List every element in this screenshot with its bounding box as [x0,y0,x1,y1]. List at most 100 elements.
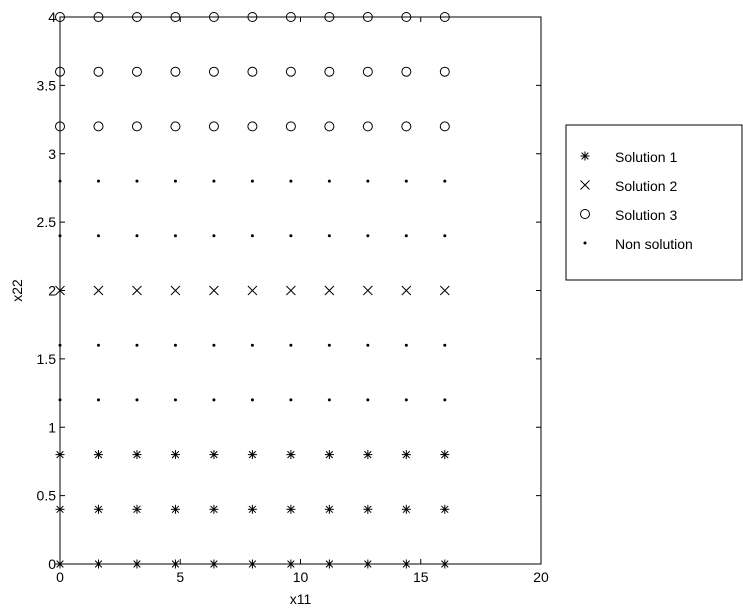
data-point [96,343,100,347]
data-point [93,66,104,77]
data-point [401,559,411,569]
data-point [324,66,335,77]
data-point [289,234,293,238]
data-point [440,504,450,514]
data-point [324,121,335,132]
data-point [96,179,100,183]
data-point [212,398,216,402]
data-point [324,12,335,22]
y-tick-label: 2 [48,283,56,299]
data-point [55,559,65,569]
data-point [55,285,65,296]
data-point [170,559,180,569]
data-point [327,179,331,183]
legend-entry: Solution 2 [615,178,677,194]
data-point [324,285,335,296]
data-point [289,343,293,347]
data-point [404,398,408,402]
data-point [209,559,219,569]
data-point [250,343,254,347]
data-point [170,121,181,132]
data-point [443,343,447,347]
data-point [58,343,62,347]
data-point [170,504,180,514]
y-tick-label: 3 [48,146,56,162]
data-point [401,12,412,22]
data-point [208,12,219,22]
data-point [366,398,370,402]
data-point [93,285,104,296]
data-point [362,121,373,132]
data-point [55,66,65,77]
data-point [135,234,139,238]
data-point [404,179,408,183]
data-point [401,450,411,460]
data-point [93,12,104,22]
data-point [247,504,257,514]
data-point [132,285,142,296]
plot-area [59,16,542,565]
data-point [247,285,258,296]
legend: Solution 1 Solution 2 Solution 3 Non soluti… [565,124,743,281]
data-point [96,234,100,238]
data-point [404,343,408,347]
y-tick-label: 2.5 [37,214,57,230]
x-axis-label: x11 [290,591,312,607]
y-tick-label: 3.5 [37,77,57,93]
data-point [58,179,62,183]
data-point [286,504,296,514]
x-tick-label: 5 [176,569,184,585]
legend-box [565,124,743,281]
data-point [131,66,142,77]
data-point [247,559,257,569]
data-point [55,12,65,22]
data-point [209,450,219,460]
data-point [285,66,296,77]
data-point [170,450,180,460]
data-point [327,234,331,238]
data-point [170,12,181,22]
data-point [443,398,447,402]
data-point [401,285,412,296]
data-point [366,179,370,183]
data-point [362,285,373,296]
legend-marker [580,151,590,161]
x-tick-label: 0 [56,569,64,585]
data-point [439,12,450,22]
data-point [173,234,177,238]
data-point [324,559,334,569]
legend-entry: Solution 3 [615,207,677,223]
data-point [135,179,139,183]
x-axis: 0 5 10 15 20 [56,17,549,585]
legend-entry: Solution 1 [615,149,677,165]
data-point [58,234,62,238]
data-point [173,343,177,347]
legend-entry: Non solution [615,236,693,252]
data-point [440,559,450,569]
data-point [401,504,411,514]
data-point [212,234,216,238]
data-point [366,234,370,238]
data-point [209,285,219,296]
y-tick-label: 4 [48,9,56,25]
data-point [362,12,373,22]
y-tick-label: 0 [48,556,56,572]
data-point [443,179,447,183]
data-point [135,343,139,347]
data-point [289,398,293,402]
data-point [170,285,181,296]
data-point [247,121,258,132]
data-point [289,179,293,183]
data-point [93,559,103,569]
y-tick-label: 0.5 [37,488,57,504]
data-point [212,343,216,347]
data-point [327,343,331,347]
data-point [286,559,296,569]
data-point [250,234,254,238]
data-point [55,504,65,514]
data-point [286,285,296,296]
data-point [173,398,177,402]
y-tick-label: 1 [48,419,56,435]
data-point [132,504,142,514]
